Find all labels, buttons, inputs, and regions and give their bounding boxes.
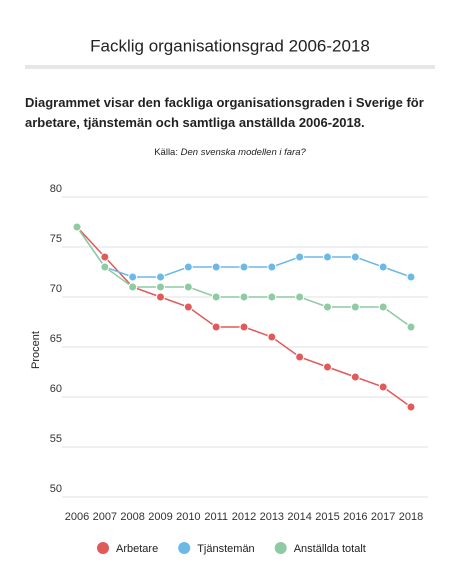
legend-swatch	[274, 542, 287, 554]
data-point	[323, 302, 332, 312]
divider	[25, 65, 435, 69]
legend-swatch	[97, 542, 109, 554]
x-tick-label: 2016	[343, 511, 367, 523]
x-tick-label: 2018	[399, 511, 423, 523]
y-tick-label: 55	[50, 433, 62, 445]
data-point	[239, 262, 249, 272]
data-point	[323, 252, 332, 262]
source-label: Källa:	[154, 147, 178, 158]
x-tick-label: 2010	[176, 511, 200, 523]
data-point	[183, 282, 193, 292]
y-tick-label: 50	[50, 483, 62, 495]
legend-label: Arbetare	[116, 543, 158, 555]
data-point	[156, 292, 165, 302]
x-tick-label: 2013	[260, 511, 284, 523]
data-point	[100, 262, 110, 272]
x-tick-label: 2008	[120, 511, 144, 523]
series-line	[76, 226, 412, 328]
x-tick-label: 2009	[148, 511, 172, 523]
data-point	[295, 292, 305, 302]
data-point	[128, 272, 138, 282]
source-text: Den svenska modellen i fara?	[181, 147, 307, 158]
y-tick-label: 75	[50, 233, 62, 245]
data-point	[406, 322, 416, 332]
x-tick-label: 2006	[65, 511, 89, 523]
data-point	[350, 252, 360, 262]
data-point	[295, 252, 305, 262]
data-point	[406, 402, 416, 412]
data-point	[378, 382, 388, 392]
data-point	[295, 352, 305, 362]
x-tick-label: 2007	[93, 511, 117, 523]
data-point	[211, 262, 221, 272]
data-point	[378, 262, 388, 272]
data-point	[267, 332, 277, 342]
y-axis-label: Procent	[30, 331, 42, 369]
data-point	[406, 272, 416, 282]
data-point	[350, 302, 360, 312]
x-tick-label: 2011	[204, 511, 228, 523]
data-point	[239, 292, 249, 302]
data-point	[350, 372, 360, 382]
chart-description: Diagrammet visar den fackliga organisati…	[25, 95, 424, 130]
data-point	[323, 362, 332, 372]
data-point	[183, 262, 193, 272]
data-point	[100, 252, 110, 262]
data-point	[211, 322, 221, 332]
x-tick-label: 2015	[315, 511, 339, 523]
data-point	[72, 222, 82, 232]
data-point	[378, 302, 388, 312]
y-tick-label: 80	[50, 183, 62, 195]
legend-label: Anställda totalt	[294, 543, 366, 555]
data-point	[156, 282, 165, 292]
x-tick-label: 2012	[232, 511, 256, 523]
chart-title: Facklig organisationsgrad 2006-2018	[90, 36, 370, 55]
data-point	[128, 282, 138, 292]
data-point	[239, 322, 249, 332]
data-point	[267, 292, 277, 302]
data-point	[267, 262, 277, 272]
legend-label: Tjänstemän	[197, 543, 254, 555]
series-line	[76, 226, 412, 408]
x-tick-label: 2014	[287, 511, 311, 523]
legend-swatch	[178, 542, 191, 554]
y-tick-label: 65	[50, 333, 62, 345]
data-point	[183, 302, 193, 312]
y-tick-label: 60	[50, 383, 62, 395]
source: Källa: Den svenska modellen i fara?	[154, 147, 306, 158]
data-point	[211, 292, 221, 302]
y-tick-label: 70	[50, 283, 62, 295]
description-box: Diagrammet visar den fackliga organisati…	[25, 95, 424, 130]
data-point	[156, 272, 165, 282]
x-tick-label: 2017	[371, 511, 395, 523]
